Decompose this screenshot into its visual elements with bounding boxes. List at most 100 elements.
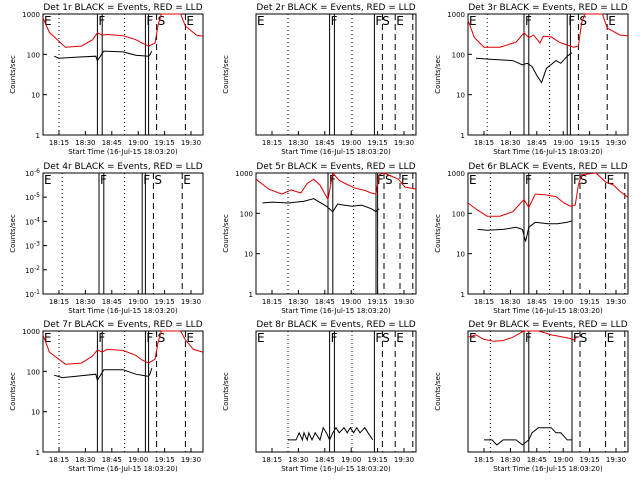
x-tick-label: 19:00 [341,456,361,464]
plot-frame [42,13,204,136]
events-series-line [477,220,573,242]
chart-title: Det 5r BLACK = Events, RED = LLD [256,162,415,172]
x-tick-label: 18:45 [527,139,547,147]
y-tick-label: 1 [461,132,465,140]
plot-frame [255,13,417,136]
event-marker-label: E [44,331,52,345]
y-tick-label: 1000 [22,328,40,336]
event-marker-label: E [607,173,615,187]
x-tick-label: 18:45 [102,456,122,464]
event-marker-label: E [396,14,404,28]
x-tick-label: 19:00 [341,139,361,147]
plot-frame [467,330,629,453]
x-tick-label: 19:15 [580,456,600,464]
x-tick-label: 18:45 [527,298,547,306]
chart-title: Det 6r BLACK = Events, RED = LLD [468,162,627,172]
y-tick-label: 10-6 [25,168,40,178]
y-axis-label: Counts/sec [434,214,442,253]
x-axis-label: Start Time (16-Jul-15 18:03:20) [493,465,603,473]
chart-title: Det 4r BLACK = Events, RED = LLD [43,162,202,172]
plot-frame [467,172,629,295]
y-tick-label: 10 [244,251,253,259]
y-tick-label: 10-3 [25,241,40,251]
x-tick-label: 19:30 [181,139,201,147]
events-series-line [475,52,573,84]
y-tick-label: 10-1 [25,289,40,299]
y-tick-label: 1 [36,449,40,457]
lld-series-line [467,172,629,217]
y-axis-label: Counts/sec [434,55,442,94]
x-axis-label: Start Time (16-Jul-15 18:03:20) [68,307,178,315]
x-tick-label: 19:00 [553,139,573,147]
x-tick-label: 19:15 [580,139,600,147]
x-tick-label: 19:15 [368,139,388,147]
x-tick-label: 19:15 [580,298,600,306]
x-tick-label: 18:30 [500,456,520,464]
events-series-line [484,427,572,446]
event-marker-label: S [158,14,166,28]
plot-frame [467,13,629,136]
event-marker-label: E [257,14,265,28]
x-tick-label: 19:30 [606,139,626,147]
x-tick-label: 19:30 [394,456,414,464]
chart-title: Det 7r BLACK = Events, RED = LLD [43,320,202,330]
x-tick-label: 19:30 [394,139,414,147]
x-tick-label: 18:45 [315,139,335,147]
x-tick-label: 18:15 [262,139,282,147]
lld-series-line [42,330,204,365]
y-tick-label: 1 [249,291,253,299]
y-axis-label: Counts/sec [9,214,17,253]
x-axis-label: Start Time (16-Jul-15 18:03:20) [281,465,391,473]
y-tick-label: 10-2 [25,265,40,275]
y-tick-label: 1 [36,132,40,140]
y-tick-label: 100 [452,51,465,59]
x-tick-label: 18:45 [102,298,122,306]
x-tick-label: 18:15 [262,456,282,464]
y-tick-label: 100 [27,51,40,59]
y-tick-label: 10-5 [25,192,40,202]
events-series-line [288,426,374,442]
x-tick-label: 18:15 [474,298,494,306]
event-marker-label: FS [573,331,587,345]
lld-series-line [255,171,417,201]
y-tick-label: 1000 [235,170,253,178]
x-tick-label: 18:15 [474,139,494,147]
x-tick-label: 18:15 [49,298,69,306]
x-tick-label: 19:00 [128,139,148,147]
y-tick-label: 1 [461,291,465,299]
x-tick-label: 19:30 [394,298,414,306]
x-tick-label: 18:15 [474,456,494,464]
plot-frame [42,172,204,295]
y-tick-label: 100 [27,368,40,376]
chart-title: Det 8r BLACK = Events, RED = LLD [256,320,415,330]
x-axis-label: Start Time (16-Jul-15 18:03:20) [281,307,391,315]
event-marker-label: FS [375,331,389,345]
plot-frame [42,330,204,453]
event-marker-label: F [377,173,384,187]
event-marker-label: E [44,14,52,28]
x-tick-label: 18:15 [49,456,69,464]
x-axis-label: Start Time (16-Jul-15 18:03:20) [493,307,603,315]
x-tick-label: 19:15 [155,139,175,147]
x-tick-label: 18:45 [315,456,335,464]
y-axis-label: Counts/sec [9,372,17,411]
event-marker-label: E [396,331,404,345]
y-axis-label: Counts/sec [222,214,230,253]
event-marker-label: E [608,14,616,28]
x-tick-label: 19:15 [368,298,388,306]
x-tick-label: 19:30 [181,456,201,464]
x-axis-label: Start Time (16-Jul-15 18:03:20) [68,465,178,473]
events-series-line [54,50,153,62]
event-marker-label: E [469,14,477,28]
x-tick-label: 19:30 [606,456,626,464]
events-series-line [54,367,153,382]
chart-title: Det 1r BLACK = Events, RED = LLD [43,3,202,13]
event-marker-label: E [401,173,409,187]
x-tick-label: 19:00 [128,298,148,306]
event-marker-label: E [257,331,265,345]
y-tick-label: 10-4 [25,216,40,226]
y-tick-label: 1000 [447,170,465,178]
event-marker-label: S [385,173,393,187]
x-tick-label: 19:30 [606,298,626,306]
